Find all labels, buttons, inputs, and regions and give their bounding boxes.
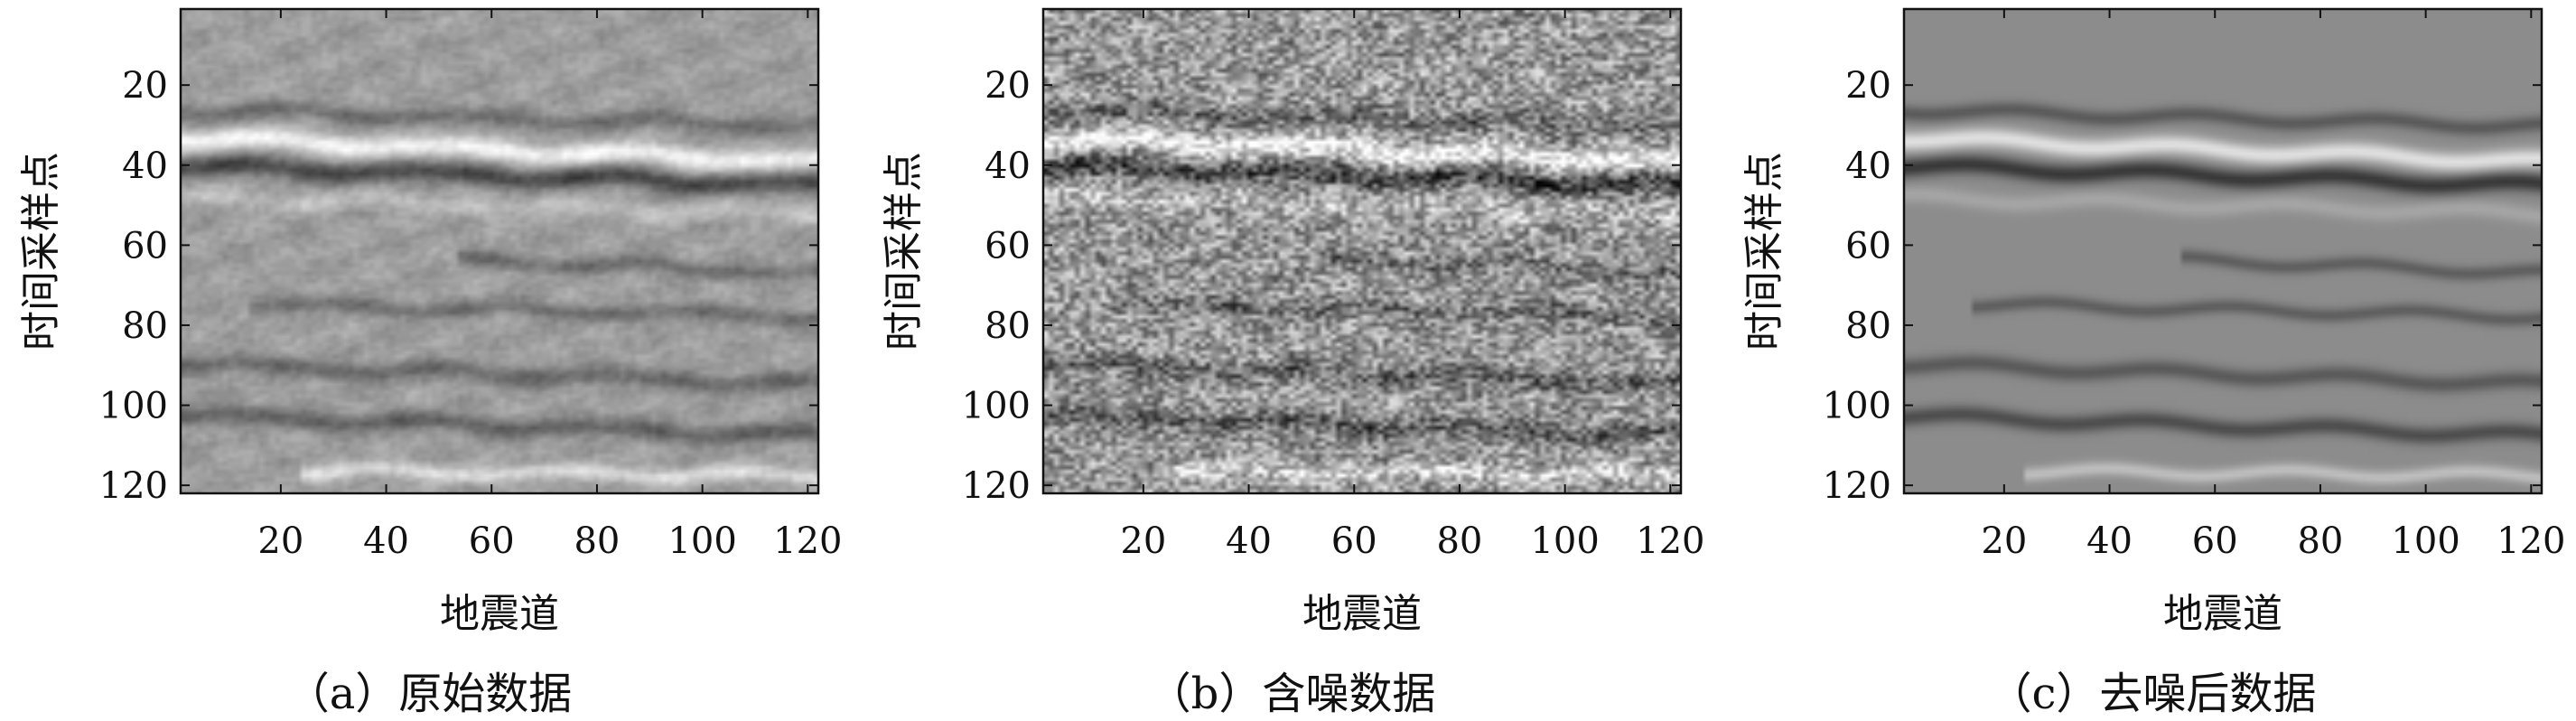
- y-tick-label: 40: [985, 145, 1031, 187]
- y-tick-label: 60: [122, 225, 168, 267]
- x-axis-label: 地震道: [2163, 591, 2282, 637]
- x-tick-label: 120: [773, 520, 842, 562]
- y-tick-label: 60: [985, 225, 1031, 267]
- plot-frame: [1902, 7, 2543, 495]
- y-tick-label: 100: [99, 386, 168, 427]
- y-tick-label: 20: [985, 65, 1031, 107]
- x-tick-label: 120: [1636, 520, 1704, 562]
- x-tick-label: 40: [1226, 520, 1272, 562]
- heatmap-noisy: 20 40 60 80 100 120 20 40 60 80 100 120 地震道 时间采样点: [881, 7, 1705, 637]
- heatmap-denoised: 20 40 60 80 100 120 20 40 60 80 100 120 地震道 时间采样点: [1741, 7, 2566, 637]
- y-axis-label: 时间采样点: [1741, 152, 1787, 351]
- y-tick-label: 100: [962, 386, 1031, 427]
- y-tick-label: 100: [1823, 386, 1891, 427]
- y-tick-label: 20: [122, 65, 168, 107]
- y-tick-label: 40: [1845, 145, 1891, 187]
- panel-original: 20 40 60 80 100 120 20 40 60 80 100 120 地震道 时间采样点 （a）…: [0, 0, 858, 721]
- caption-noisy: （b）含噪数据: [1147, 669, 1436, 719]
- heatmap-original: 20 40 60 80 100 120 20 40 60 80 100 120 地震道 时间采样点: [18, 7, 843, 637]
- y-tick-label: 80: [985, 305, 1031, 347]
- y-axis-label: 时间采样点: [18, 152, 64, 351]
- y-tick-label: 80: [1845, 305, 1891, 347]
- heatmap-image: [1904, 9, 2542, 493]
- plot-frame: [1041, 7, 1683, 495]
- x-tick-label: 100: [1530, 520, 1599, 562]
- heatmap-image: [181, 9, 818, 493]
- panel-denoised: 20 40 60 80 100 120 20 40 60 80 100 120 地震道 时间采样点 （c）…: [1723, 0, 2576, 721]
- x-tick-label: 60: [469, 520, 515, 562]
- x-tick-label: 40: [2086, 520, 2133, 562]
- panel-noisy: 20 40 60 80 100 120 20 40 60 80 100 120 地震道 时间采样点 （b）…: [863, 0, 1721, 721]
- x-tick-label: 20: [1981, 520, 2027, 562]
- x-tick-label: 80: [574, 520, 620, 562]
- caption-original: （a）原始数据: [285, 669, 573, 719]
- y-tick-label: 120: [1823, 465, 1891, 507]
- y-tick-label: 40: [122, 145, 168, 187]
- x-tick-label: 100: [667, 520, 736, 562]
- x-tick-label: 120: [2497, 520, 2565, 562]
- x-axis-label: 地震道: [440, 591, 559, 637]
- x-tick-label: 20: [257, 520, 303, 562]
- x-axis-label: 地震道: [1302, 591, 1422, 637]
- heatmap-image: [1043, 9, 1681, 493]
- x-tick-label: 40: [363, 520, 409, 562]
- x-tick-label: 100: [2391, 520, 2459, 562]
- x-tick-label: 80: [2297, 520, 2343, 562]
- y-tick-label: 20: [1845, 65, 1891, 107]
- plot-frame: [179, 7, 820, 495]
- y-axis-label: 时间采样点: [881, 152, 927, 351]
- y-tick-label: 120: [962, 465, 1031, 507]
- caption-denoised: （c）去噪后数据: [1988, 669, 2317, 719]
- x-tick-label: 60: [1331, 520, 1377, 562]
- y-tick-label: 60: [1845, 225, 1891, 267]
- y-tick-label: 80: [122, 305, 168, 347]
- x-tick-label: 20: [1120, 520, 1166, 562]
- y-tick-label: 120: [99, 465, 168, 507]
- x-tick-label: 80: [1436, 520, 1482, 562]
- x-tick-label: 60: [2192, 520, 2238, 562]
